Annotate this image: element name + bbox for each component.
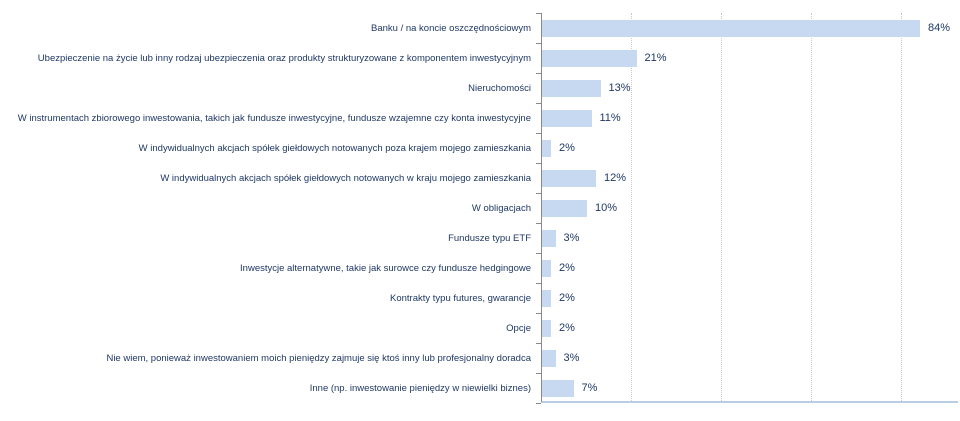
category-label: Nie wiem, ponieważ inwestowaniem moich p…: [106, 352, 531, 364]
axis-tick: [536, 253, 541, 254]
category-axis-labels: Banku / na koncie oszczędnościowym Ubezpi…: [0, 13, 536, 403]
chart-row: 10%: [542, 193, 958, 223]
axis-tick: [536, 103, 541, 104]
bar: [542, 109, 592, 127]
bar: [542, 169, 596, 187]
bar: [542, 349, 556, 367]
category-label: Nieruchomości: [468, 82, 531, 94]
chart-row: 12%: [542, 163, 958, 193]
value-label: 7%: [581, 382, 598, 394]
value-label: 12%: [604, 172, 627, 184]
axis-tick: [536, 223, 541, 224]
value-label: 84%: [928, 22, 951, 34]
gridline: [811, 13, 812, 401]
value-label: 2%: [559, 292, 575, 304]
value-label: 13%: [608, 82, 631, 94]
axis-tick: [536, 343, 541, 344]
category-label: Ubezpieczenie na życie lub inny rodzaj u…: [37, 52, 531, 64]
category-label: Inne (np. inwestowanie pieniędzy w niewi…: [309, 382, 531, 394]
category-label: W obligacjach: [471, 202, 531, 214]
chart-row: 11%: [542, 103, 958, 133]
axis-tick: [536, 73, 541, 74]
axis-tick: [536, 43, 541, 44]
gridline: [721, 13, 722, 401]
axis-tick: [536, 163, 541, 164]
chart-row: 2%: [542, 253, 958, 283]
bar: [542, 49, 637, 67]
category-label: Kontrakty typu futures, gwarancje: [390, 292, 531, 304]
axis-tick: [536, 373, 541, 374]
chart-row: 84%: [542, 13, 958, 43]
bar: [542, 79, 601, 97]
chart-row: 13%: [542, 73, 958, 103]
axis-tick: [536, 403, 541, 404]
value-label: 11%: [599, 112, 621, 124]
gridline: [901, 13, 902, 401]
axis-tick: [536, 313, 541, 314]
chart-row: 21%: [542, 43, 958, 73]
chart-row: 3%: [542, 343, 958, 373]
value-label: 2%: [559, 322, 575, 334]
axis-tick: [536, 193, 541, 194]
bar: [542, 379, 574, 397]
value-label: 10%: [595, 202, 618, 214]
bar: [542, 139, 551, 157]
category-label: W instrumentach zbiorowego inwestowania,…: [17, 112, 531, 124]
axis-tick: [536, 133, 541, 134]
category-label: Inwestycje alternatywne, takie jak surow…: [240, 262, 531, 274]
bar: [542, 319, 551, 337]
axis-tick: [536, 283, 541, 284]
category-label: Opcje: [506, 322, 531, 334]
bar: [542, 19, 920, 37]
chart-row: 7%: [542, 373, 958, 403]
category-label: Fundusze typu ETF: [448, 232, 531, 244]
category-label: W indywidualnych akcjach spółek giełdowy…: [160, 172, 531, 184]
bar: [542, 199, 587, 217]
gridline: [631, 13, 632, 401]
bar: [542, 289, 551, 307]
category-label: W indywidualnych akcjach spółek giełdowy…: [138, 142, 531, 154]
chart-row: 3%: [542, 223, 958, 253]
value-label: 3%: [563, 232, 580, 244]
chart-row: 2%: [542, 283, 958, 313]
chart-row: 2%: [542, 313, 958, 343]
bar: [542, 229, 556, 247]
value-label: 21%: [644, 52, 667, 64]
plot-area: 84% 21% 13% 11% 2% 12% 10% 3% 2% 2% 2% 3% 7%: [536, 13, 958, 404]
chart-row: 2%: [542, 133, 958, 163]
value-label: 2%: [559, 262, 575, 274]
bar: [542, 259, 551, 277]
value-label: 2%: [559, 142, 575, 154]
axis-tick: [536, 13, 541, 14]
category-label: Banku / na koncie oszczędnościowym: [371, 22, 531, 34]
value-label: 3%: [563, 352, 580, 364]
